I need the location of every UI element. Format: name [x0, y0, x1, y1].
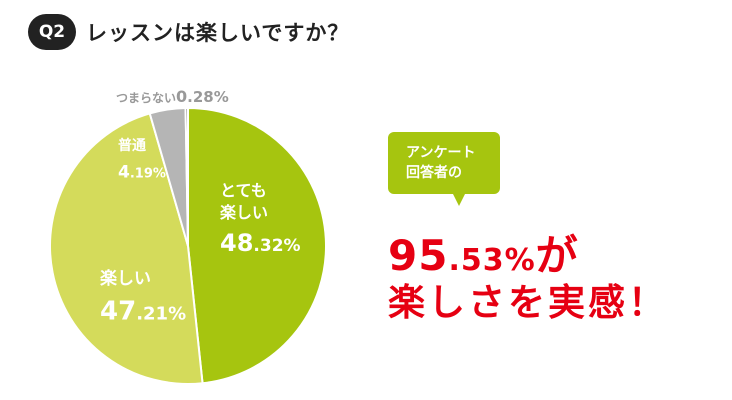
- question-badge: Q2: [28, 14, 76, 50]
- headline-percent: 95.53%が: [388, 222, 579, 283]
- slice-value-2: 4.19%: [118, 163, 166, 183]
- question-header: Q2 レッスンは楽しいですか？: [28, 14, 349, 50]
- slice-label-0-line-1: 楽しい: [219, 203, 268, 222]
- headline-percent-small: .53%: [448, 243, 536, 278]
- slice-value-0: 48.32%: [220, 229, 301, 257]
- bubble-line-2: 回答者の: [406, 165, 462, 181]
- headline-suffix: が: [535, 231, 579, 280]
- pie-slice-1: [49, 112, 204, 385]
- slice-label-1-line-0: 楽しい: [100, 268, 151, 289]
- slice-label-0-line-0: とても: [220, 181, 267, 200]
- callout-bubble: アンケート 回答者の: [388, 132, 500, 194]
- pie-slice-3: [184, 106, 189, 247]
- bubble-tail: [452, 192, 466, 206]
- pie-slice-0: [187, 106, 327, 385]
- slice-value-1: 47.21%: [100, 297, 186, 327]
- headline-message: 楽しさを実感！: [388, 281, 668, 324]
- question-title: レッスンは楽しいですか？: [86, 21, 350, 45]
- slice-label-2-line-0: 普通: [118, 137, 146, 154]
- headline-percent-big: 95: [388, 231, 449, 280]
- slice-label-3: つまらない0.28%: [116, 87, 229, 106]
- bubble-line-1: アンケート: [406, 145, 476, 161]
